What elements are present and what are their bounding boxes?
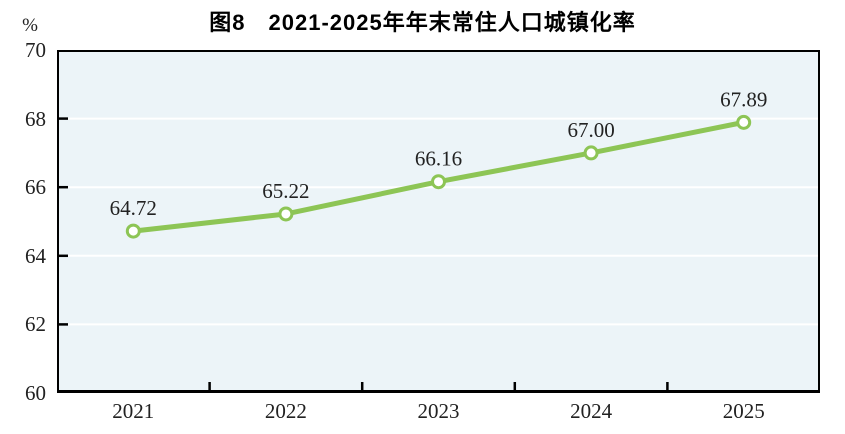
x-axis-tick-label: 2023 [417, 399, 460, 423]
data-point-label: 67.89 [720, 87, 767, 111]
data-point-marker [736, 114, 752, 130]
data-point-label: 64.72 [110, 196, 157, 220]
data-point-marker [583, 145, 599, 161]
y-axis-tick-label: 66 [25, 175, 46, 200]
y-axis-unit-label: % [22, 15, 38, 36]
data-point-marker [125, 223, 141, 239]
data-point-marker [278, 206, 294, 222]
plot-area: 64.72 65.22 66.16 67.00 67.89 [57, 50, 820, 393]
y-axis-tick-label: 60 [25, 381, 46, 405]
data-point-label: 65.22 [262, 179, 309, 203]
y-axis-tick-label: 62 [25, 312, 46, 337]
x-axis-tick-label: 2024 [570, 399, 613, 423]
chart-title: 图8 2021-2025年年末常住人口城镇化率 [209, 10, 636, 35]
y-axis-tick-label: 64 [25, 243, 46, 268]
plot-border [57, 50, 820, 393]
data-point-label: 67.00 [567, 118, 614, 142]
y-axis-tick-label: 68 [25, 106, 46, 131]
y-axis-tick-label: 70 [25, 38, 46, 62]
x-axis-tick-label: 2025 [722, 399, 765, 423]
x-axis-tick-label: 2021 [112, 399, 155, 423]
x-axis-tick-label: 2022 [264, 399, 307, 423]
data-point-marker [431, 174, 446, 190]
chart-canvas: 64.72 65.22 66.16 67.00 67.89 [57, 50, 820, 393]
data-point-label: 66.16 [415, 147, 462, 171]
